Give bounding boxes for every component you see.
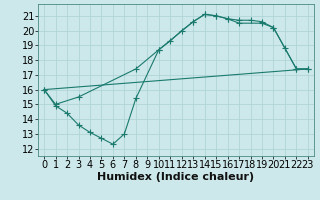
X-axis label: Humidex (Indice chaleur): Humidex (Indice chaleur) [97,172,255,182]
